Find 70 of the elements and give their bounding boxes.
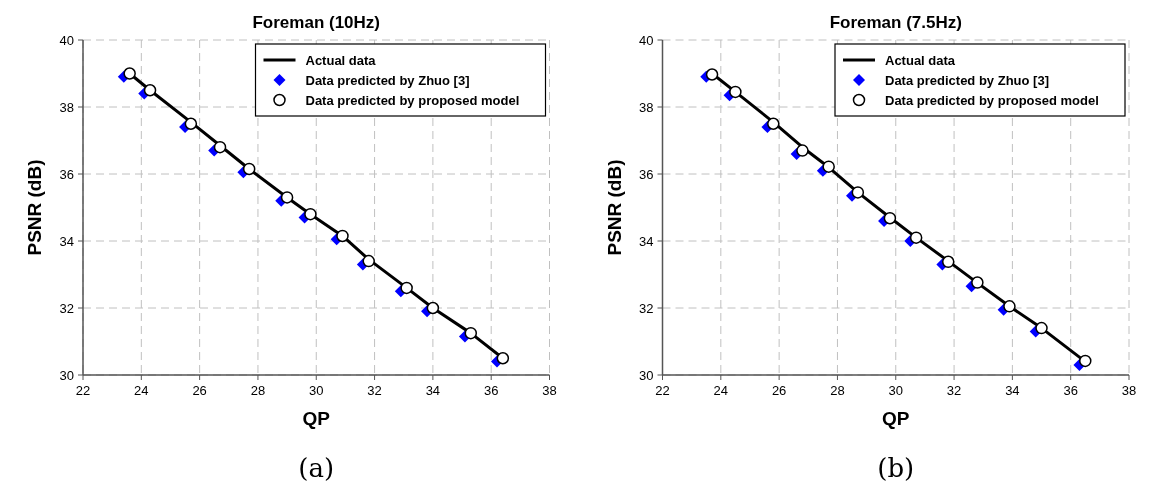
legend-label: Actual data (885, 52, 956, 68)
x-tick-label: 36 (483, 383, 499, 398)
y-axis-title: PSNR (dB) (24, 159, 45, 256)
y-tick-label: 32 (59, 300, 74, 316)
legend-label: Actual data (305, 52, 377, 68)
text: (b) (877, 453, 915, 483)
x-axis-title: QP (302, 408, 331, 429)
y-tick-label: 30 (639, 367, 654, 383)
x-tick-label: 34 (425, 383, 441, 398)
x-tick-label: 22 (655, 383, 670, 398)
point (123, 67, 136, 80)
y-tick-label: 36 (59, 166, 74, 182)
point (1003, 300, 1016, 313)
point (304, 207, 317, 221)
y-tick-label: 30 (59, 367, 74, 383)
legend-label: Data predicted by Zhuo [3] (305, 72, 470, 88)
x-tick-label: 38 (1121, 383, 1137, 398)
x-tick-label: 36 (1063, 383, 1078, 398)
x-tick-label: 30 (309, 383, 324, 398)
point (143, 84, 157, 97)
y-tick-label: 36 (639, 166, 654, 182)
point (1035, 321, 1048, 335)
point (941, 255, 955, 269)
x-tick-label: 32 (946, 383, 962, 398)
legend-label: Data predicted by proposed model (305, 92, 520, 108)
text: (a) (298, 453, 335, 483)
point (242, 162, 256, 176)
point (213, 140, 227, 154)
x-tick-label: 26 (192, 383, 207, 398)
x-tick-label: 30 (888, 383, 903, 398)
legend-label: Data predicted by Zhuo [3] (885, 72, 1049, 88)
x-tick-label: 28 (250, 383, 266, 398)
y-tick-label: 40 (639, 32, 654, 48)
point (851, 186, 865, 199)
point (184, 117, 198, 130)
y-tick-label: 38 (59, 99, 74, 115)
point (464, 326, 478, 340)
point (705, 68, 719, 81)
point (909, 231, 923, 244)
y-tick-label: 38 (639, 99, 654, 115)
point (400, 281, 413, 295)
point (796, 144, 809, 157)
y-tick-label: 40 (59, 32, 74, 48)
y-tick-label: 34 (59, 233, 74, 249)
x-tick-label: 32 (367, 383, 382, 398)
x-tick-label: 34 (1005, 383, 1020, 398)
y-tick-label: 32 (639, 300, 654, 316)
y-tick-label: 34 (639, 233, 654, 249)
point (1079, 354, 1092, 368)
y-axis-title: PSNR (dB) (603, 159, 625, 256)
point (426, 301, 440, 315)
point (822, 160, 835, 173)
x-tick-label: 22 (75, 383, 91, 398)
point (336, 229, 349, 243)
x-tick-label: 26 (771, 383, 787, 398)
point (362, 254, 375, 268)
point (767, 117, 780, 130)
point (883, 211, 897, 225)
legend-label: Data predicted by proposed model (885, 92, 1099, 108)
point (971, 276, 984, 289)
point (496, 352, 510, 365)
x-tick-label: 24 (713, 383, 729, 398)
chart-title: Foreman (10Hz) (252, 13, 381, 32)
chart-title: Foreman (7.5Hz) (829, 13, 962, 32)
x-axis-title: QP (882, 408, 910, 429)
x-tick-label: 24 (134, 383, 149, 398)
point (280, 191, 294, 204)
x-tick-label: 38 (542, 383, 557, 398)
point (729, 85, 742, 99)
x-tick-label: 28 (830, 383, 845, 398)
